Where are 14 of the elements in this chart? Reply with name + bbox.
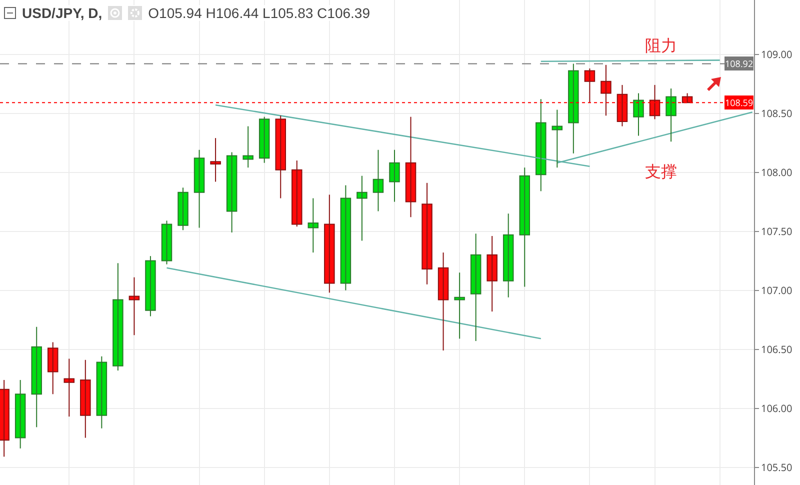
y-tick-label: 108.00 <box>761 164 792 179</box>
annotation: 阻力 <box>645 36 677 55</box>
y-tick-label: 108.50 <box>761 106 792 120</box>
y-tick-label: 109.00 <box>761 46 792 61</box>
y-tick-label: 105.50 <box>761 460 792 474</box>
y-tick-label: 106.50 <box>761 342 792 356</box>
chart-title: USD/JPY, D, <box>22 5 102 21</box>
annotation: 支撑 <box>645 162 677 181</box>
ref-line-label: 108.92 <box>725 57 754 70</box>
y-tick-label: 106.00 <box>761 400 792 415</box>
ref-line-label: 108.59 <box>725 96 754 109</box>
y-tick-label: 107.50 <box>761 224 792 238</box>
y-tick-label: 107.00 <box>761 282 792 297</box>
chart-subtitle: O105.94 H106.44 L105.83 C106.39 <box>148 5 370 21</box>
